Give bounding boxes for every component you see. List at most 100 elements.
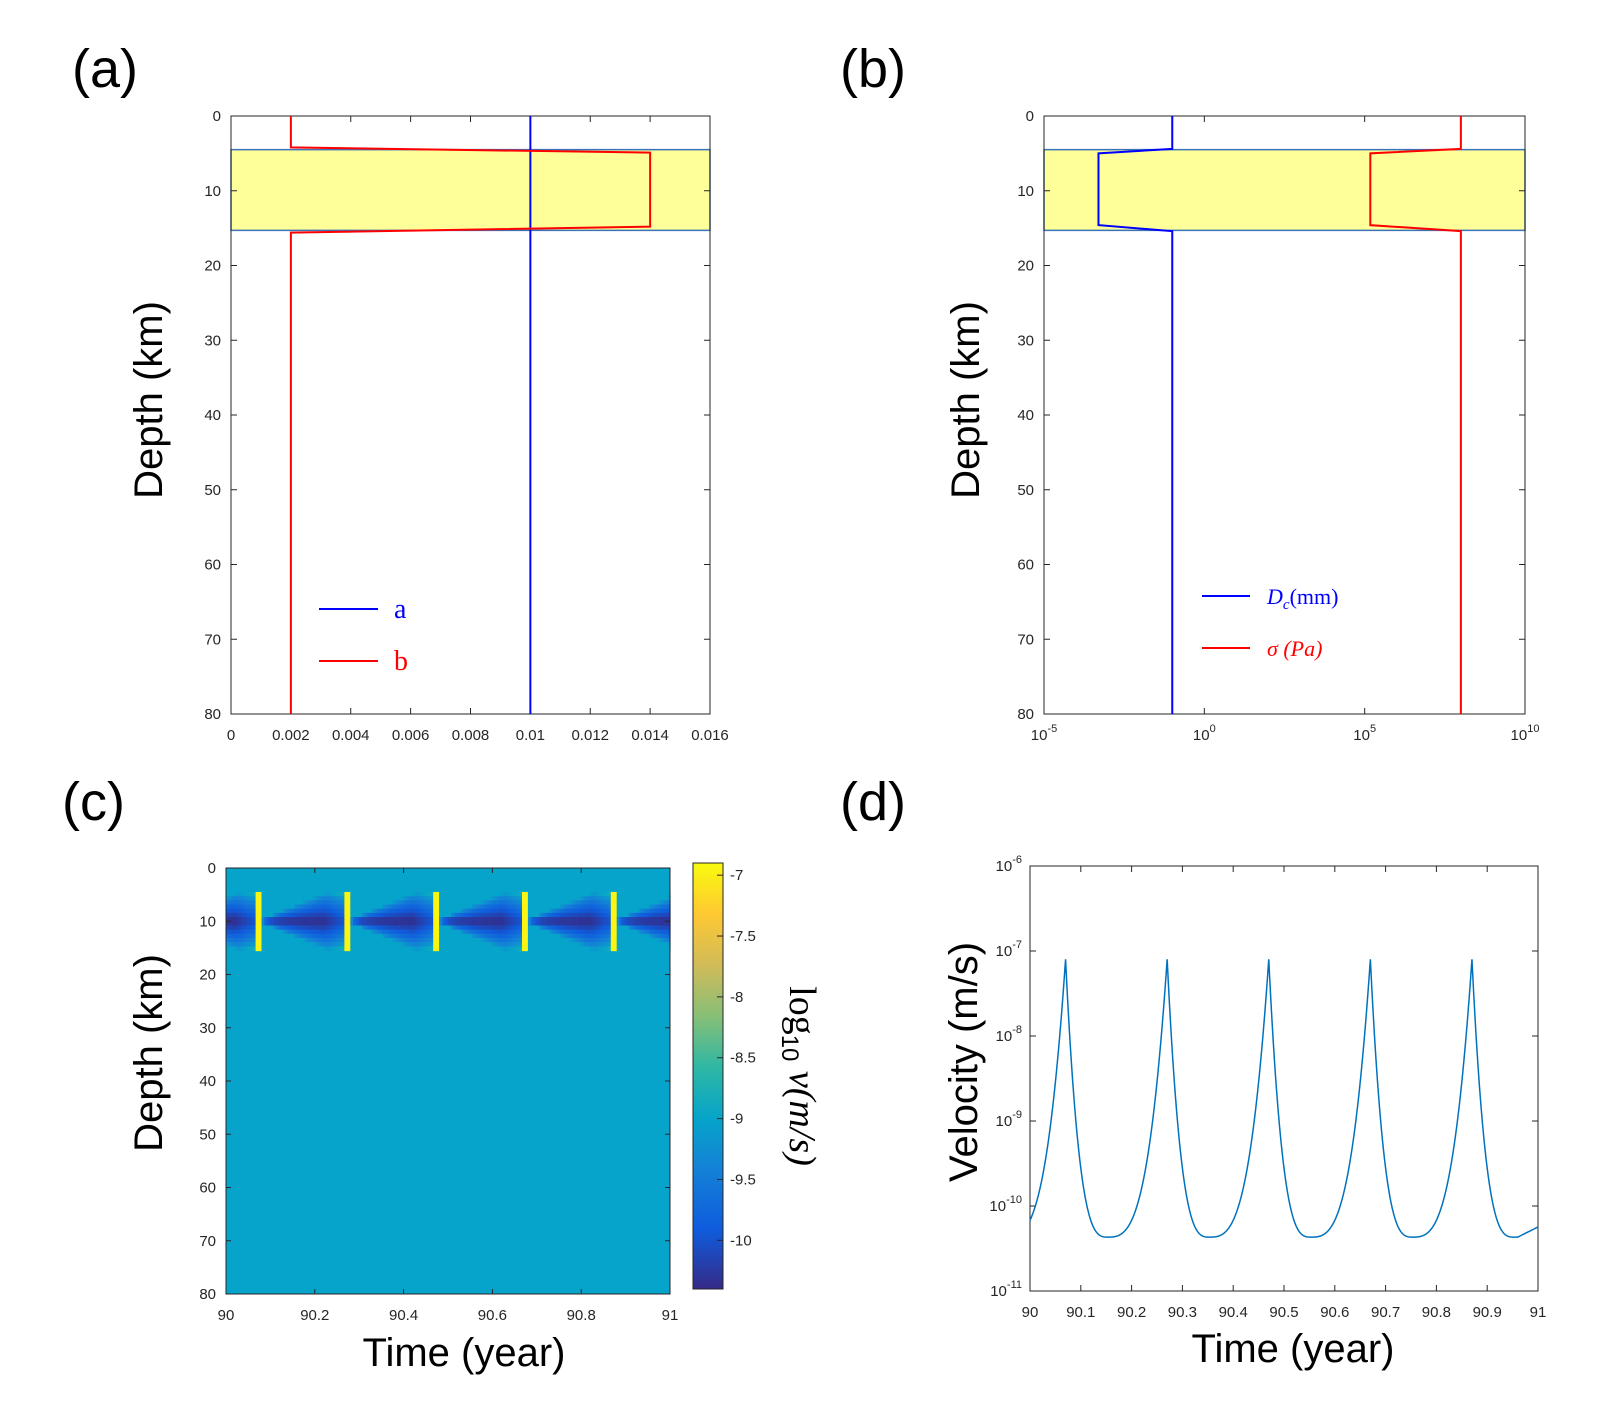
heatmap-cell [338,896,343,901]
heatmap-cell [459,896,464,901]
heatmap-cell [593,900,597,906]
heatmap-cell [489,921,493,927]
heatmap-cell [332,921,337,927]
heatmap-cell [421,921,425,927]
heatmap-cell [628,942,633,947]
heatmap-cell [575,904,579,910]
heatmap-cell [317,921,322,927]
heatmap-cell [305,912,310,918]
panel-b-xtick-label: 10-5 [1031,723,1057,744]
heatmap-cell [323,929,328,935]
heatmap-cell [590,917,594,922]
heatmap-cell [450,904,455,910]
heatmap-cell [433,942,437,947]
heatmap-cell [640,946,644,952]
heatmap-cell [607,904,612,910]
heatmap-cell [424,900,428,906]
panel-a-highlight-band [230,148,711,232]
heatmap-cell [483,917,488,922]
heatmap-cell [433,891,437,897]
heatmap-cell [314,891,319,897]
heatmap-cell [667,896,671,901]
heatmap-cell [584,904,588,910]
heatmap-cell [522,908,526,914]
heatmap-cell [465,946,470,952]
heatmap-cell [575,921,579,927]
heatmap-cell [323,937,328,943]
heatmap-cell [347,912,351,918]
heatmap-cell [465,908,470,914]
heatmap-cell [237,896,242,901]
panel-d-ytick-label: 10-6 [996,854,1022,875]
heatmap-cell [524,937,529,943]
heatmap-cell [498,904,502,910]
heatmap-cell [442,891,446,897]
heatmap-cell [643,937,647,943]
heatmap-cell [412,917,417,922]
heatmap-cell [634,925,639,931]
heatmap-cell [448,896,452,901]
heatmap-cell [427,908,431,914]
heatmap-cell [622,929,627,935]
heatmap-cell [652,925,656,931]
heatmap-cell [448,917,452,922]
heatmap-cell [249,917,254,922]
heatmap-cell [439,891,443,897]
heatmap-cell [584,925,588,931]
heatmap-cell [406,904,411,910]
heatmap-cell [450,929,455,935]
heatmap-cell [356,891,360,897]
heatmap-cell [347,891,351,897]
heatmap-cell [350,896,354,901]
heatmap-cell [231,921,236,927]
heatmap-cell [338,925,343,931]
heatmap-cell [658,904,662,910]
heatmap-cell [596,908,600,914]
heatmap-cell [279,942,283,947]
heatmap-cell [471,946,476,952]
heatmap-cell [456,912,461,918]
heatmap-cell [388,933,393,939]
heatmap-cell [297,904,301,910]
heatmap-cell [421,900,425,906]
heatmap-cell [445,917,449,922]
heatmap-cell [341,942,345,947]
heatmap-cell [480,921,485,927]
heatmap-cell [504,946,508,952]
heatmap-cell [486,942,491,947]
heatmap-cell [353,912,357,918]
heatmap-cell [468,912,473,918]
heatmap-cell [539,921,544,927]
heatmap-cell [397,942,402,947]
heatmap-cell [563,908,567,914]
heatmap-cell [510,917,514,922]
heatmap-cell [545,917,550,922]
heatmap-cell [362,929,366,935]
heatmap-cell [433,912,437,918]
heatmap-cell [302,937,307,943]
heatmap-cell [255,908,260,914]
heatmap-cell [353,921,357,927]
heatmap-cell [243,925,248,931]
heatmap-cell [270,942,274,947]
heatmap-cell [308,921,313,927]
heatmap-cell [616,908,621,914]
heatmap-cell [243,946,248,952]
heatmap-cell [619,896,624,901]
heatmap-cell [237,891,242,897]
heatmap-cell [276,900,280,906]
heatmap-cell [622,912,627,918]
heatmap-cell [379,912,384,918]
heatmap-cell [264,896,269,901]
heatmap-cell [418,900,422,906]
panel-a-xtick-label: 0.014 [631,727,669,744]
heatmap-cell [667,946,671,952]
heatmap-cell [593,929,597,935]
heatmap-cell [557,942,562,947]
panel-c-xtick-label: 90.6 [478,1307,507,1324]
panel-a-label: (a) [72,39,138,99]
heatmap-cell [575,891,579,897]
panel-b-ytick-label: 20 [1017,258,1034,275]
heatmap-cell [335,925,340,931]
heatmap-cell [231,933,236,939]
